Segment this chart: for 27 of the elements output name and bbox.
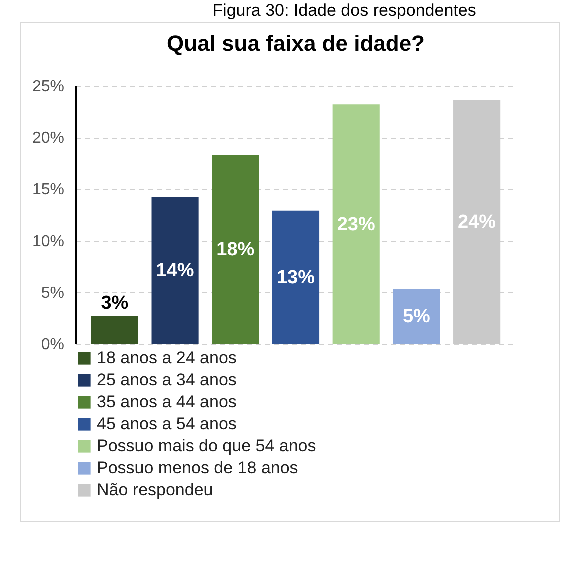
data-label: 14%	[156, 260, 194, 282]
legend-label: 18 anos a 24 anos	[97, 348, 237, 368]
bar	[152, 197, 199, 344]
chart-title: Qual sua faixa de idade?	[167, 31, 425, 56]
text: Figura 30: Idade dos respondentes	[212, 1, 476, 20]
legend-label: Possuo menos de 18 anos	[97, 458, 298, 478]
legend-label: Possuo mais do que 54 anos	[97, 436, 316, 456]
y-tick-label: 25%	[32, 78, 64, 96]
y-tick-label: 10%	[32, 233, 64, 250]
y-tick-label: 15%	[32, 182, 64, 199]
bar	[91, 316, 138, 344]
y-tick-label: 20%	[32, 130, 64, 148]
bar	[272, 210, 320, 344]
data-label: 3%	[101, 293, 129, 314]
legend-label: 45 anos a 54 anos	[97, 414, 237, 434]
bar	[212, 155, 260, 344]
data-label: 5%	[402, 306, 431, 328]
legend-label: Não respondeu	[97, 480, 214, 500]
bar	[332, 104, 380, 344]
legend-label: 35 anos a 44 anos	[97, 392, 237, 412]
data-label: 23%	[337, 214, 376, 236]
y-tick-label: 0%	[41, 336, 64, 354]
data-label: 13%	[276, 267, 316, 288]
legend-label: 25 anos a 34 anos	[97, 370, 237, 390]
y-tick-label: 5%	[41, 284, 64, 302]
bar	[393, 289, 440, 344]
data-label: 18%	[216, 240, 255, 261]
